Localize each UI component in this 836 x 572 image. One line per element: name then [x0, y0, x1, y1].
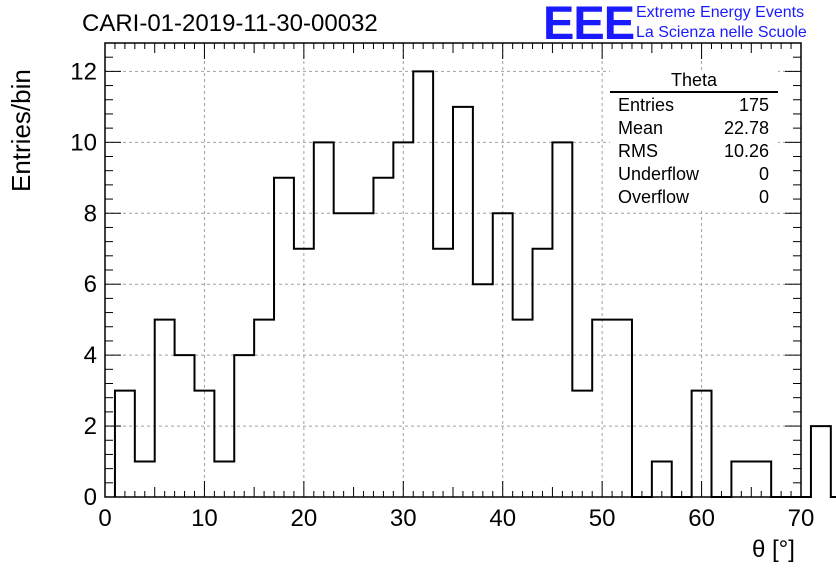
- stats-label: RMS: [618, 141, 658, 161]
- histogram-bin: [453, 107, 473, 497]
- x-tick-label: 60: [688, 505, 715, 532]
- histogram-bin: [612, 320, 632, 497]
- histogram-bin: [572, 391, 592, 497]
- stats-row-entries: Entries 175: [610, 94, 778, 117]
- histogram-bin: [473, 284, 493, 497]
- histogram-bin: [433, 249, 453, 497]
- histogram-outline: [113, 70, 836, 498]
- x-tick-label: 70: [788, 505, 815, 532]
- stats-value: 0: [758, 164, 769, 184]
- stats-row-overflow: Overflow 0: [610, 186, 778, 209]
- y-tick-label: 12: [70, 58, 97, 85]
- y-tick-label: 10: [70, 129, 97, 156]
- stats-row-underflow: Underflow 0: [610, 163, 778, 186]
- stats-label: Entries: [618, 95, 675, 115]
- histogram-bin: [334, 213, 354, 497]
- histogram-bin: [314, 142, 334, 497]
- histogram-bin: [552, 142, 572, 497]
- stats-label: Overflow: [618, 187, 690, 207]
- y-axis-label: Entries/bin: [6, 69, 36, 192]
- histogram-bin: [155, 320, 175, 497]
- histogram-bin: [254, 320, 274, 497]
- stats-label: Underflow: [618, 164, 700, 184]
- x-tick-label: 40: [489, 505, 516, 532]
- histogram-bin: [811, 426, 831, 497]
- y-tick-label: 4: [84, 342, 97, 369]
- stats-value: 0: [758, 187, 769, 207]
- x-tick-label: 0: [98, 505, 111, 532]
- stats-box: Theta Entries 175 Mean 22.78 RMS 10.26 U…: [610, 70, 778, 209]
- y-tick-label: 0: [84, 484, 97, 511]
- histogram-bin: [513, 320, 533, 497]
- stats-value: 175: [738, 95, 769, 115]
- stats-row-mean: Mean 22.78: [610, 117, 778, 140]
- x-tick-label: 20: [291, 505, 318, 532]
- y-tick-label: 8: [84, 200, 97, 227]
- x-axis-label: θ [°]: [752, 536, 795, 563]
- logo-line-2: La Scienza nelle Scuole: [636, 24, 807, 41]
- histogram-bin: [533, 249, 553, 497]
- stats-title: Theta: [610, 70, 778, 93]
- histogram-bin: [274, 178, 294, 497]
- x-tick-label: 50: [589, 505, 616, 532]
- logo-line-1: Extreme Energy Events: [636, 4, 805, 21]
- y-tick-label: 2: [84, 413, 97, 440]
- stats-label: Mean: [618, 118, 664, 138]
- y-tick-label: 6: [84, 271, 97, 298]
- histogram-bin: [373, 178, 393, 497]
- x-tick-label: 10: [191, 505, 218, 532]
- x-tick-label: 30: [390, 505, 417, 532]
- eee-logo: EEE: [543, 0, 635, 49]
- stats-row-rms: RMS 10.26: [610, 140, 778, 163]
- stats-value: 22.78: [723, 118, 769, 138]
- stats-value: 10.26: [723, 141, 769, 161]
- histogram-bin: [115, 391, 135, 497]
- histogram-title: CARI-01-2019-11-30-00032: [82, 10, 378, 37]
